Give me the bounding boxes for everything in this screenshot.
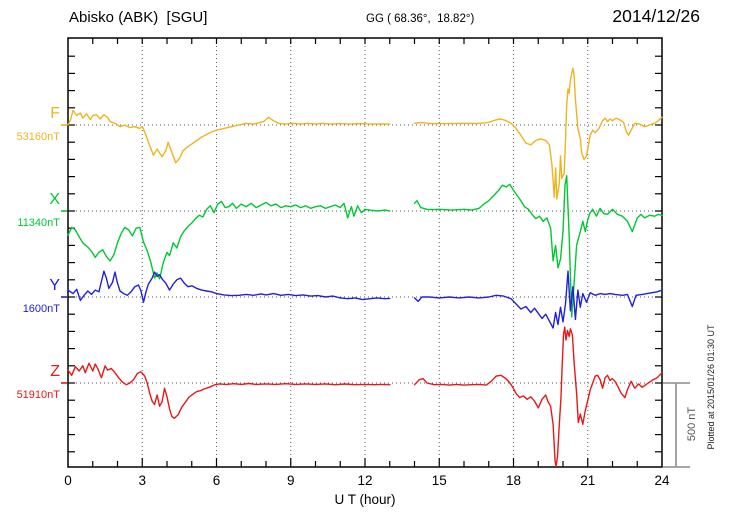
x-tick-label-24: 24 — [654, 473, 670, 488]
trace-f — [413, 67, 663, 200]
trace-z — [413, 326, 663, 468]
plotted-at-note: Plotted at 2015/01/26 01:30 UT — [706, 324, 716, 450]
x-tick-label-15: 15 — [431, 473, 447, 488]
trace-label-f: F — [50, 105, 60, 122]
x-axis-title: U T (hour) — [334, 492, 396, 507]
date-label: 2014/12/26 — [612, 6, 700, 26]
trace-baseline-value-f: 53160nT — [16, 131, 60, 143]
trace-label-y: Y — [49, 277, 60, 294]
trace-y — [67, 270, 391, 303]
x-tick-label-18: 18 — [505, 473, 522, 488]
scale-bar-label: 500 nT — [686, 406, 698, 442]
trace-label-z: Z — [50, 363, 60, 380]
x-tick-label-3: 3 — [138, 473, 146, 488]
x-tick-label-12: 12 — [357, 473, 373, 488]
trace-y — [413, 270, 663, 329]
x-tick-label-21: 21 — [580, 473, 596, 488]
x-tick-label-6: 6 — [212, 473, 221, 488]
trace-f — [67, 109, 391, 164]
x-tick-label-0: 0 — [64, 473, 72, 488]
x-tick-label-9: 9 — [286, 473, 295, 488]
trace-baseline-value-y: 1600nT — [22, 303, 60, 315]
trace-x — [413, 174, 663, 318]
geographic-coords: GG ( 68.36°, 18.82°) — [366, 13, 475, 25]
trace-baseline-value-z: 51910nT — [16, 389, 60, 401]
trace-x — [67, 200, 391, 280]
trace-z — [67, 362, 391, 419]
trace-label-x: X — [49, 191, 60, 208]
trace-baseline-value-x: 11340nT — [17, 217, 60, 229]
station-title: Abisko (ABK) [SGU] — [69, 9, 208, 26]
